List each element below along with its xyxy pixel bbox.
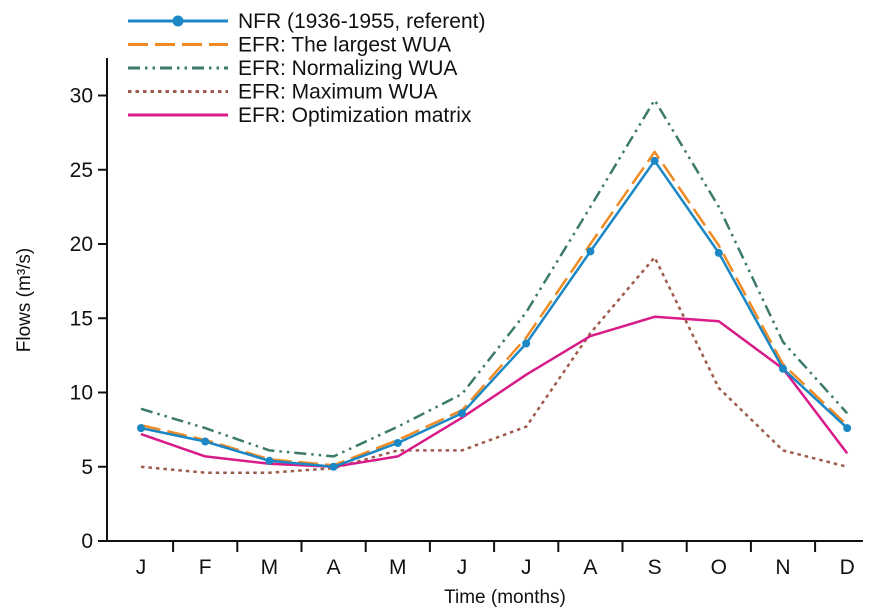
- series-point: [843, 424, 852, 433]
- series-point: [393, 438, 402, 447]
- y-ticks: 0 5 10 15 20 25 30: [70, 85, 107, 553]
- y-tick-label: 15: [70, 307, 93, 330]
- legend: NFR (1936-1955, referent)EFR: The larges…: [128, 10, 485, 127]
- y-tick-label: 20: [70, 233, 93, 256]
- legend-label: NFR (1936-1955, referent): [238, 10, 485, 33]
- y-tick-label: 0: [81, 530, 93, 553]
- y-tick-label: 30: [70, 85, 93, 108]
- legend-label: EFR: The largest WUA: [238, 34, 451, 57]
- series-point: [458, 409, 466, 418]
- series-point: [586, 247, 595, 256]
- x-tick-label: S: [648, 556, 662, 579]
- series-point: [650, 156, 659, 165]
- y-axis-title: Flows (m³/s): [14, 248, 35, 352]
- x-tick-label: A: [327, 556, 341, 579]
- series-line: [140, 150, 849, 467]
- series-layer: [137, 98, 852, 474]
- y-tick-label: 25: [70, 159, 93, 182]
- x-tick-label: D: [840, 556, 855, 579]
- y-tick-label: 5: [81, 456, 93, 479]
- x-axis-title: Time (months): [444, 587, 566, 608]
- x-tick-label: F: [199, 556, 212, 579]
- x-tick-label: O: [711, 556, 727, 579]
- legend-label: EFR: Maximum WUA: [238, 81, 438, 104]
- y-tick-label: 10: [70, 382, 93, 405]
- x-tick-label: J: [457, 556, 468, 579]
- series-line: [140, 98, 849, 458]
- axes: [106, 58, 863, 542]
- x-tick-label: M: [389, 556, 407, 579]
- series-point: [201, 437, 210, 446]
- legend-marker: [172, 15, 184, 27]
- series-point: [714, 248, 723, 257]
- series-point: [522, 339, 531, 348]
- series-line: [140, 256, 848, 474]
- series-point: [137, 424, 145, 433]
- legend-label: EFR: Optimization matrix: [238, 104, 472, 127]
- x-tick-label: M: [261, 556, 279, 579]
- x-tick-label: J: [136, 556, 147, 579]
- legend-label: EFR: Normalizing WUA: [238, 57, 457, 80]
- x-tick-label: J: [521, 556, 532, 579]
- x-tick-label: N: [775, 556, 790, 579]
- series-line: [140, 315, 849, 469]
- series-point: [779, 364, 787, 373]
- series-line: [140, 159, 849, 469]
- series-point: [265, 456, 274, 465]
- series-point: [329, 462, 338, 471]
- x-tick-label: A: [583, 556, 597, 579]
